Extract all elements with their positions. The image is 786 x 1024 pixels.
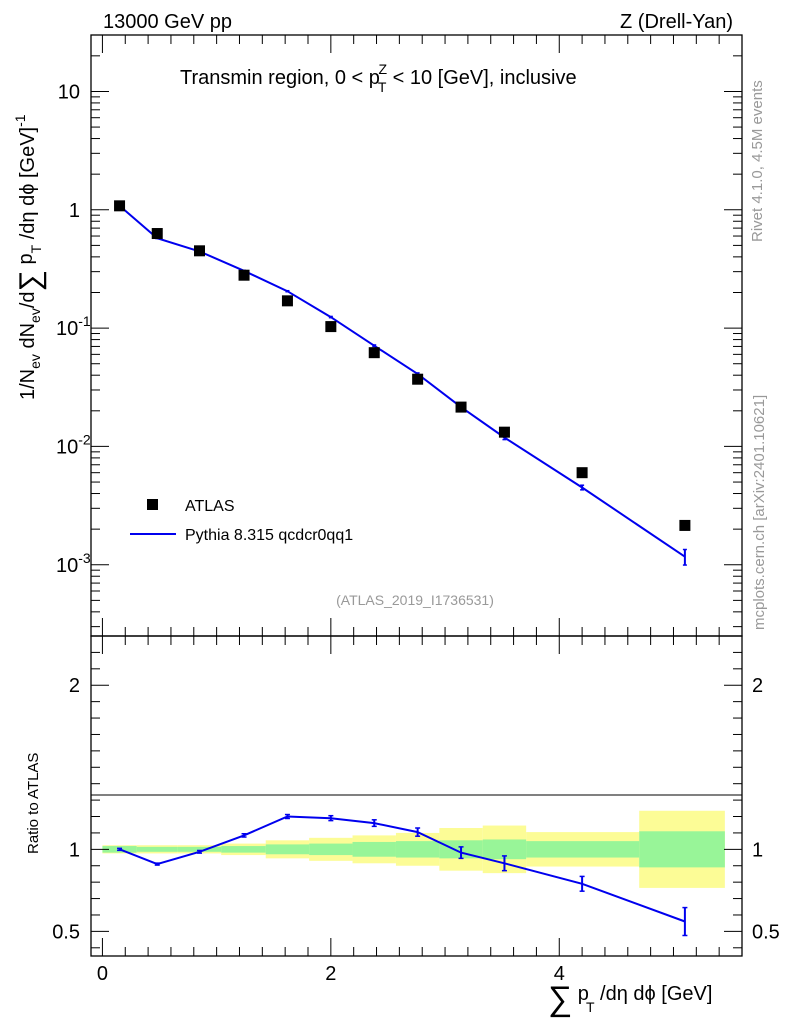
title-part-1: Transmin region, 0 < bbox=[180, 67, 369, 89]
ratio-stat-uncertainty-band bbox=[265, 844, 310, 855]
ratio-y-axis-label: Ratio to ATLAS bbox=[25, 753, 42, 854]
xl-sum: ∑ bbox=[548, 980, 572, 1018]
main-y-tick-label: 10-1 bbox=[56, 313, 91, 340]
main-y-tick-base: 10 bbox=[56, 555, 78, 577]
atlas-data-point bbox=[325, 321, 337, 333]
ratio-y-tick-label-right: 1 bbox=[752, 839, 763, 861]
ratio-stat-uncertainty-band bbox=[526, 841, 640, 858]
legend-label-pythia: Pythia 8.315 qcdcr0qq1 bbox=[185, 527, 353, 544]
main-y-tick-label: 10-2 bbox=[56, 431, 91, 458]
x-tick-label: 0 bbox=[97, 963, 108, 985]
main-y-axis-label: 1/Nev dNev/d∑ pT /dη dϕ [GeV]-1 bbox=[12, 114, 47, 400]
atlas-data-point bbox=[368, 347, 380, 359]
ratio-y-tick-label: 0.5 bbox=[52, 921, 80, 943]
mcplots-label: mcplots.cern.ch [arXiv:2401.10621] bbox=[751, 395, 768, 630]
main-panel: Transmin region, 0 < pTZ < 10 [GeV], inc… bbox=[12, 34, 743, 637]
xl-p: p bbox=[572, 983, 589, 1005]
x-tick-label: 2 bbox=[325, 963, 336, 985]
atlas-data-point bbox=[498, 426, 510, 438]
atlas-data-point bbox=[238, 269, 250, 281]
atlas-data-point bbox=[114, 200, 126, 212]
atlas-data-point bbox=[679, 519, 691, 531]
title-sub-T: T bbox=[378, 79, 387, 95]
pythia-line bbox=[118, 205, 686, 558]
main-series-layer bbox=[114, 200, 691, 566]
main-y-tick-label: 1 bbox=[69, 200, 80, 222]
main-y-tick-exp: -1 bbox=[78, 313, 91, 329]
yl-ev2: ev bbox=[27, 308, 43, 323]
legend-marker-atlas bbox=[147, 499, 158, 510]
ratio-stat-uncertainty-band bbox=[136, 846, 178, 852]
ratio-series-layer bbox=[117, 813, 688, 937]
main-axis-ticks bbox=[91, 34, 742, 636]
yl-p: p bbox=[15, 253, 37, 270]
atlas-data-point bbox=[281, 295, 293, 307]
ratio-stat-uncertainty-band bbox=[395, 841, 440, 858]
ratio-y-tick-label-right: 2 bbox=[752, 675, 763, 697]
atlas-data-point bbox=[151, 228, 163, 240]
ratio-stat-uncertainty-band bbox=[221, 846, 266, 853]
yl-4: /dη dϕ bbox=[17, 178, 39, 245]
ratio-y-tick-label-right: 0.5 bbox=[752, 921, 780, 943]
atlas-data-point bbox=[455, 401, 467, 413]
yl-sum: ∑ bbox=[14, 270, 47, 291]
ratio-stat-uncertainty-band bbox=[482, 839, 527, 860]
yl-3: /d bbox=[17, 291, 39, 308]
ratio-plot-frame bbox=[90, 635, 743, 957]
main-y-tick-base: 10 bbox=[56, 436, 78, 458]
title-pt-p: p bbox=[369, 67, 380, 89]
x-tick-label: 4 bbox=[554, 963, 565, 985]
ratio-stat-uncertainty-band bbox=[639, 831, 725, 868]
ratio-y-tick-label: 2 bbox=[69, 675, 80, 697]
analysis-id: (ATLAS_2019_I1736531) bbox=[336, 592, 494, 608]
xl-T: T bbox=[586, 999, 595, 1015]
legend-label-atlas: ATLAS bbox=[185, 498, 235, 515]
ratio-axis-ticks bbox=[91, 636, 742, 956]
atlas-data-point bbox=[576, 467, 588, 479]
atlas-data-point bbox=[194, 245, 205, 257]
ratio-pythia-line bbox=[119, 815, 686, 923]
ratio-y-tick-label: 1 bbox=[69, 839, 80, 861]
main-y-tick-label: 10 bbox=[58, 81, 80, 103]
plot-title: Transmin region, 0 < pTZ < 10 [GeV], inc… bbox=[180, 61, 577, 95]
top-right-label: Z (Drell-Yan) bbox=[620, 11, 733, 33]
main-y-tick-label: 10-3 bbox=[56, 550, 91, 577]
main-ylabel-text: 1/Nev dNev/d∑ pT /dη dϕ [GeV]-1 bbox=[12, 114, 47, 400]
ratio-stat-uncertainty-band bbox=[177, 846, 222, 852]
ratio-stat-uncertainty-band bbox=[309, 843, 353, 856]
yl-1: 1/N bbox=[17, 369, 39, 400]
title-sup-Z: Z bbox=[378, 61, 387, 77]
yl-gev: [GeV] bbox=[17, 127, 39, 178]
yl-2: dN bbox=[17, 323, 39, 354]
xl-rest: /dη dϕ [GeV] bbox=[595, 983, 713, 1005]
main-y-tick-exp: -2 bbox=[78, 431, 91, 447]
yl-T: T bbox=[28, 244, 44, 253]
ratio-stat-uncertainty-band bbox=[352, 841, 396, 857]
ratio-uncertainty-bands bbox=[102, 810, 725, 888]
yl-minus1: -1 bbox=[12, 114, 28, 127]
main-y-tick-exp: -3 bbox=[78, 550, 91, 566]
rivet-label: Rivet 4.1.0, 4.5M events bbox=[749, 80, 766, 242]
title-part-2: < 10 [GeV], inclusive bbox=[387, 67, 577, 89]
yl-ev1: ev bbox=[27, 354, 43, 369]
main-y-tick-base: 10 bbox=[56, 318, 78, 340]
top-left-label: 13000 GeV pp bbox=[103, 11, 232, 33]
ratio-tick-labels: 0.5 0.5 1 1 2 2 0 2 4 bbox=[52, 675, 780, 985]
legend: ATLAS Pythia 8.315 qcdcr0qq1 bbox=[130, 498, 353, 544]
atlas-data-point bbox=[412, 373, 424, 385]
main-plot-frame bbox=[90, 34, 743, 637]
